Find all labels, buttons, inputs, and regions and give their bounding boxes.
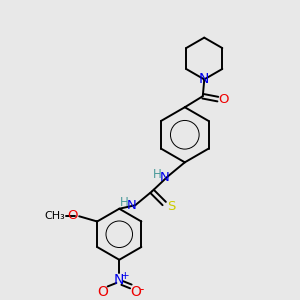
Text: -: - xyxy=(140,283,144,296)
Text: O: O xyxy=(218,93,229,106)
Text: +: + xyxy=(121,271,130,281)
Text: S: S xyxy=(167,200,175,214)
Text: O: O xyxy=(68,208,78,222)
Text: O: O xyxy=(130,285,141,299)
Text: H: H xyxy=(120,196,129,209)
Text: N: N xyxy=(199,72,209,86)
Text: CH₃: CH₃ xyxy=(44,211,65,221)
Text: H: H xyxy=(153,168,161,181)
Text: N: N xyxy=(127,199,136,212)
Text: N: N xyxy=(114,273,124,287)
Text: N: N xyxy=(160,171,170,184)
Text: O: O xyxy=(98,285,109,299)
